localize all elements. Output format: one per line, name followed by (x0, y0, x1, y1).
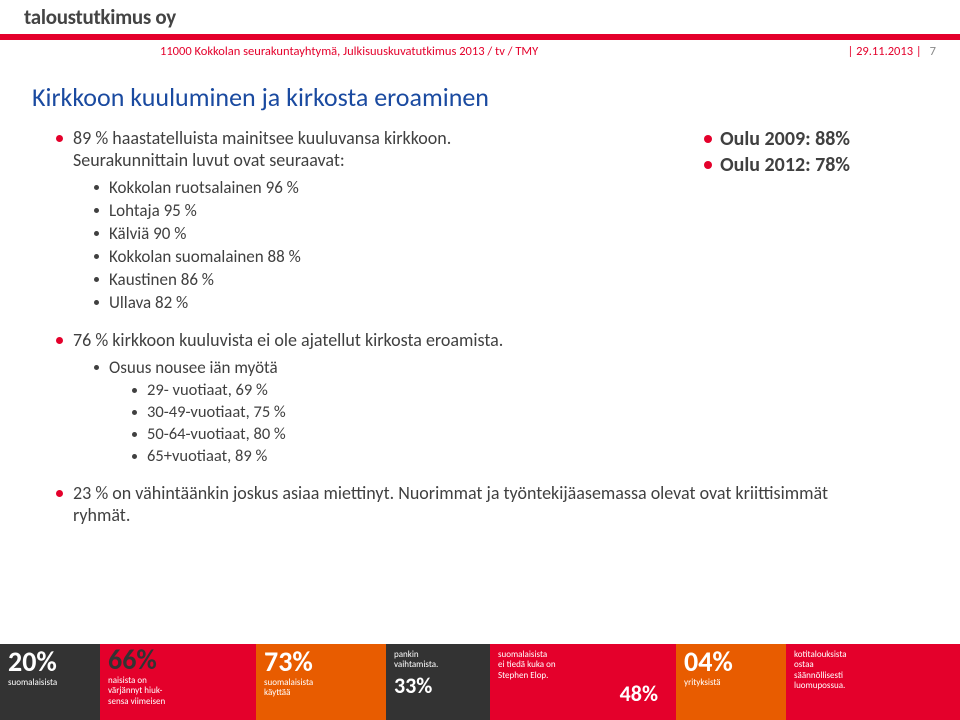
sub-bullet: Kaustinen 86 % (109, 269, 214, 290)
footer-block: 73% suomalaisista käyttää (256, 644, 386, 720)
sub-bullet: Kälviä 90 % (109, 223, 186, 244)
callout-line: Oulu 2012: 78% (720, 153, 850, 177)
footer-block: 20% suomalaisista (0, 644, 100, 720)
footer-sub: naisista on värjännyt hiuk- sensa viimei… (108, 676, 165, 707)
page-title: Kirkkoon kuuluminen ja kirkosta eroamine… (0, 59, 960, 127)
footer-block: kotitalouksista ostaa säännöllisesti luo… (786, 644, 960, 720)
sub-bullet-head: Osuus nousee iän myötä (109, 357, 278, 378)
footer-stat: 20% (8, 648, 57, 676)
bullet-text: 23 % on vähintäänkin joskus asiaa mietti… (73, 482, 833, 526)
breadcrumb: 11000 Kokkolan seurakuntayhtymä, Julkisu… (160, 44, 847, 59)
page-number: 7 (930, 44, 936, 59)
bullet-text: 89 % haastatelluista mainitsee kuuluvans… (73, 127, 553, 171)
footer-stats: 20% suomalaisista 66% naisista on värjän… (0, 644, 960, 720)
footer-sub: pankin vaihtamista. (394, 650, 438, 671)
footer-block: 66% naisista on värjännyt hiuk- sensa vi… (100, 644, 256, 720)
sub-sub-bullet: 29- vuotiaat, 69 % (147, 380, 268, 400)
footer-stat: 04% (684, 648, 733, 676)
footer-sub: suomalaisista ei tiedä kuka on Stephen E… (498, 650, 556, 681)
footer-stat: 48% (620, 683, 658, 705)
bullet-dot-icon (56, 337, 63, 344)
footer-stat: 66% (108, 646, 157, 674)
sub-sub-bullet: 50-64-vuotiaat, 80 % (147, 424, 286, 444)
sub-sub-bullet: 65+vuotiaat, 89 % (147, 446, 267, 466)
footer-stat: 73% (264, 648, 313, 676)
callout-line: Oulu 2009: 88% (720, 127, 850, 151)
footer-block: suomalaisista ei tiedä kuka on Stephen E… (490, 644, 676, 720)
brand-logo: taloustutkimus oy (24, 4, 176, 30)
sub-bullet: Ullava 82 % (109, 292, 188, 313)
footer-sub: yrityksistä (684, 678, 721, 688)
footer-sub: suomalaisista (8, 678, 57, 688)
callout-box: Oulu 2009: 88% Oulu 2012: 78% (704, 127, 850, 179)
footer-sub: kotitalouksista ostaa säännöllisesti luo… (794, 650, 847, 691)
footer-sub: suomalaisista käyttää (264, 678, 313, 699)
sub-bullet: Kokkolan ruotsalainen 96 % (109, 177, 299, 198)
sub-sub-bullet: 30-49-vuotiaat, 75 % (147, 402, 286, 422)
bullet-main: 23 % on vähintäänkin joskus asiaa mietti… (56, 482, 928, 526)
footer-block: 04% yrityksistä (676, 644, 786, 720)
bullet-main: 76 % kirkkoon kuuluvista ei ole ajatellu… (56, 329, 928, 351)
bullet-dot-icon (56, 490, 63, 497)
footer-block: pankin vaihtamista. 33% (386, 644, 490, 720)
sub-bullet: Lohtaja 95 % (109, 200, 197, 221)
page-date: | 29.11.2013 | (847, 44, 921, 59)
bullet-dot-icon (56, 135, 63, 142)
bullet-text: 76 % kirkkoon kuuluvista ei ole ajatellu… (73, 329, 503, 351)
footer-stat: 33% (394, 675, 432, 697)
sub-bullet: Kokkolan suomalainen 88 % (109, 246, 301, 267)
